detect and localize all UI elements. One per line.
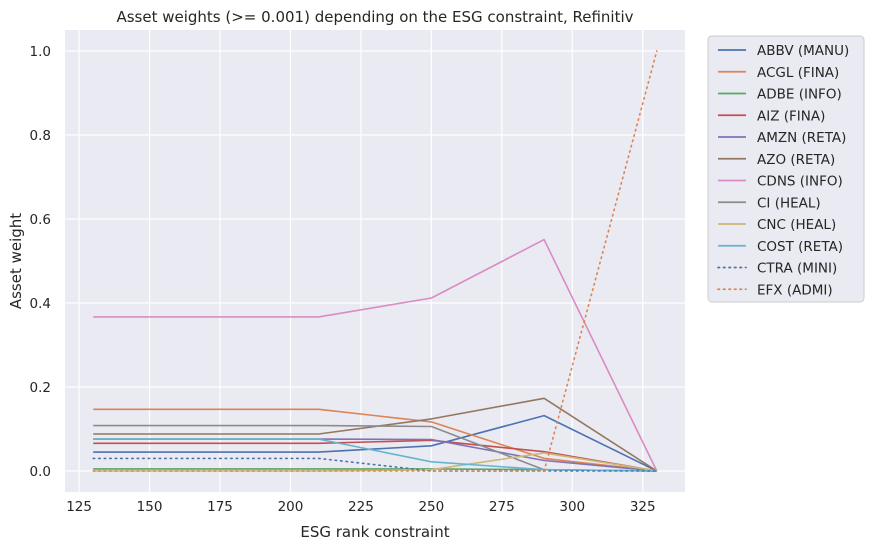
legend-label: AZO (RETA)	[757, 152, 835, 168]
y-tick-label: 0.8	[30, 128, 51, 144]
x-tick-label: 200	[278, 499, 304, 515]
legend-label: ADBE (INFO)	[757, 87, 842, 103]
x-axis-label: ESG rank constraint	[300, 523, 449, 541]
legend-label: AMZN (RETA)	[757, 130, 846, 146]
legend-label: CI (HEAL)	[757, 195, 821, 211]
x-tick-label: 275	[489, 499, 515, 515]
y-tick-label: 1.0	[30, 44, 51, 60]
legend-label: EFX (ADMI)	[757, 282, 833, 298]
series-lines	[92, 50, 658, 472]
legend-label: COST (RETA)	[757, 239, 843, 255]
legend-label: AIZ (FINA)	[757, 108, 825, 124]
y-axis-label: Asset weight	[7, 213, 25, 309]
y-tick-label: 0.4	[30, 296, 51, 312]
series-line	[93, 408, 657, 472]
x-tick-label: 175	[207, 499, 233, 515]
y-tick-labels: 0.0 0.2 0.4 0.6 0.8 1.0	[30, 44, 51, 480]
series-line	[93, 238, 658, 472]
x-tick-label: 150	[137, 499, 163, 515]
legend-box	[707, 35, 865, 303]
x-tick-label: 225	[348, 499, 374, 515]
x-tick-labels: 125 150 175 200 225 250 275 300 325	[66, 499, 655, 515]
legend-label: CTRA (MINI)	[757, 261, 837, 277]
chart-title: Asset weights (>= 0.001) depending on th…	[116, 8, 633, 26]
series-line	[93, 397, 658, 472]
legend: ABBV (MANU) ACGL (FINA) ADBE (INFO) AIZ (FI…	[707, 35, 865, 303]
y-tick-label: 0.6	[30, 212, 51, 228]
x-tick-label: 325	[630, 499, 656, 515]
y-tick-label: 0.0	[30, 464, 51, 480]
legend-label: ABBV (MANU)	[757, 43, 849, 59]
series-line	[93, 414, 658, 472]
legend-label: CDNS (INFO)	[757, 174, 843, 190]
series-line	[93, 438, 657, 472]
plot-background	[65, 30, 685, 492]
x-tick-label: 250	[418, 499, 444, 515]
x-tick-label: 300	[559, 499, 585, 515]
legend-label: CNC (HEAL)	[757, 217, 836, 233]
legend-label: ACGL (FINA)	[757, 65, 839, 81]
grid	[65, 30, 685, 492]
x-tick-label: 125	[66, 499, 92, 515]
series-line	[92, 457, 658, 472]
series-line	[92, 50, 658, 472]
y-tick-label: 0.2	[30, 380, 51, 396]
